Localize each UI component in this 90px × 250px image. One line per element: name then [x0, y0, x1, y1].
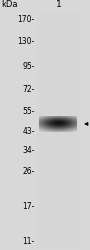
Text: 95-: 95-	[22, 62, 35, 72]
Text: 11-: 11-	[22, 237, 35, 246]
Text: 17-: 17-	[22, 202, 35, 211]
Bar	[37, 13, 80, 249]
Text: 130-: 130-	[17, 37, 35, 46]
Text: 55-: 55-	[22, 107, 35, 116]
Text: 43-: 43-	[22, 127, 35, 136]
Text: 34-: 34-	[22, 146, 35, 155]
Text: 26-: 26-	[22, 168, 35, 176]
Text: kDa: kDa	[2, 0, 18, 9]
Text: 1: 1	[56, 0, 61, 9]
Text: 72-: 72-	[22, 85, 35, 94]
Text: 170-: 170-	[17, 15, 35, 24]
